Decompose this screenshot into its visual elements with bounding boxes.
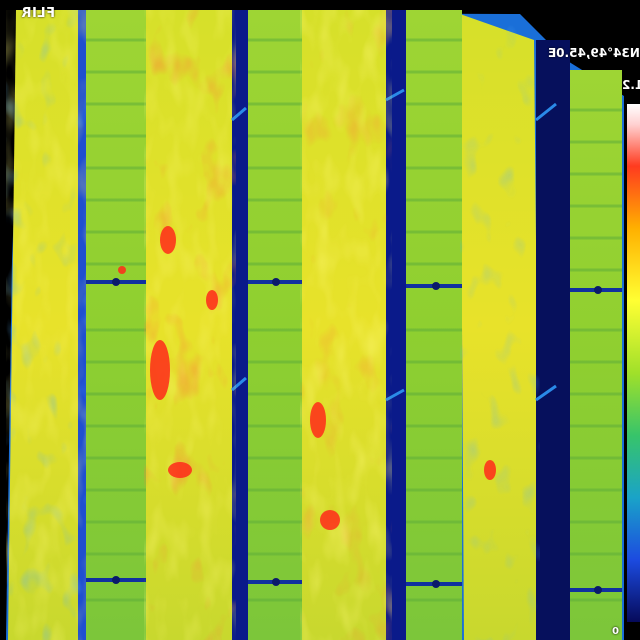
support-struts <box>231 88 557 402</box>
temperature-color-scale <box>627 104 640 622</box>
panel-cell-lines <box>86 38 622 602</box>
flir-logo: FLIR <box>21 6 56 21</box>
hot-spots <box>118 226 496 530</box>
scale-min-label: 0 <box>612 626 619 637</box>
thermal-texture <box>6 10 540 640</box>
panel-bolts <box>112 278 602 594</box>
solar-panel-rows <box>86 10 622 640</box>
scale-max-label: 1.2 <box>622 78 640 92</box>
gps-coordinates: N34°49,45.0E <box>548 46 640 60</box>
